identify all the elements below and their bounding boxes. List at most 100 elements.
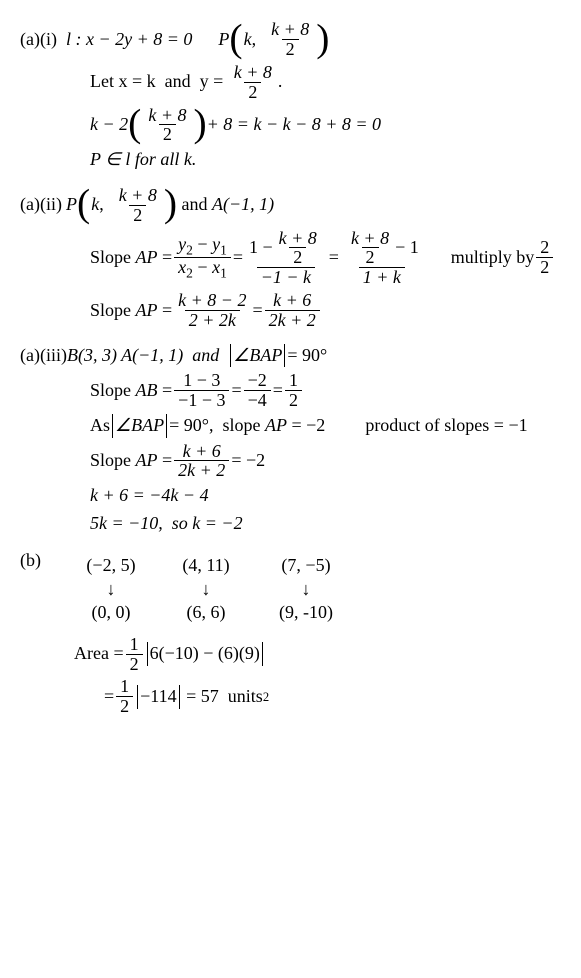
frac-num: k + 8 [115, 186, 161, 205]
angle-text: ∠BAP [115, 414, 164, 437]
slope-ap-line1: Slope AP = y2 − y1 x2 − x1 = 1 − k + 8 2… [90, 229, 561, 288]
frac-num: 1 [116, 677, 133, 696]
abs-inner: 6(−10) − (6)(9) [150, 642, 260, 665]
area-lhs: Area = [74, 642, 124, 665]
abs1: 6(−10) − (6)(9) [145, 642, 265, 665]
conclusion-a-i: P ∈ l for all k. [90, 148, 561, 171]
slope-ap-eqn: Slope AP = k + 6 2k + 2 = −2 [90, 442, 561, 481]
as-post: = 90°, slope AP = −2 [169, 414, 325, 437]
frac-num: k + 6 [179, 442, 225, 461]
inner-frac: k + 8 2 [275, 229, 321, 268]
frac-den: 2 [116, 696, 133, 716]
frac-den: −4 [244, 390, 271, 410]
half-frac2: 1 2 [116, 677, 133, 716]
frac-num: k + 8 [230, 63, 276, 82]
slope-mid: 1 − k + 8 2 −1 − k [245, 229, 327, 288]
slope-ap-line2: Slope AP = k + 8 − 2 2 + 2k = k + 6 2k +… [90, 291, 561, 330]
area-result: = 57 units [182, 685, 263, 708]
calc-lhs: k − 2 [90, 113, 128, 136]
frac-den: 1 + k [359, 267, 405, 287]
part-a-iii-header: (a)(iii) B(3, 3) A(−1, 1) and ∠BAP = 90° [20, 344, 561, 367]
frac-den: −1 − k [257, 267, 315, 287]
frac-num: k + 8 [267, 20, 313, 39]
slope-generic: y2 − y1 x2 − x1 [174, 235, 231, 282]
part-a-i-header: (a)(i) l : x − 2y + 8 = 0 P k, k + 8 2 [20, 20, 561, 59]
eq1: = [233, 246, 243, 269]
arrow-icon: ↓ [66, 578, 156, 601]
sab-f1: 1 − 3 −1 − 3 [174, 371, 229, 410]
q1: (0, 0) [66, 601, 156, 624]
label-a-i: (a)(i) [20, 28, 66, 51]
frac-l2b: k + 6 2k + 2 [265, 291, 320, 330]
frac-num: 1 [285, 371, 302, 390]
line-eqn: l : x − 2y + 8 = 0 [66, 28, 192, 51]
frac-den: 2 [244, 82, 261, 102]
abs2: −114 [135, 685, 181, 708]
sap-rhs: = −2 [231, 449, 265, 472]
slope-ab-line: Slope AB = 1 − 3 −1 − 3 = −2 −4 = 1 2 [90, 371, 561, 410]
half-frac: 1 2 [126, 635, 143, 674]
multiply-text: multiply by [451, 246, 535, 269]
eq3: = [252, 299, 262, 322]
frac-den: 2 [126, 654, 143, 674]
slope-rhs: k + 8 2 − 1 1 + k [341, 229, 423, 288]
arrow-icon: ↓ [156, 578, 256, 601]
frac-num: y2 − y1 [174, 235, 231, 258]
P2-coords: k, k + 8 2 [77, 186, 177, 225]
frac-num: k + 8 2 − 1 [341, 229, 423, 268]
frac-num: k + 8 − 2 [174, 291, 250, 310]
let-line: Let x = k and y = k + 8 2 . [90, 63, 561, 102]
slope-lhs: Slope AP = [90, 246, 172, 269]
frac-den: 2 + 2k [185, 310, 240, 330]
frac-num: 1 − 3 [179, 371, 224, 390]
P-k: k [91, 193, 99, 216]
frac-den: −1 − 3 [174, 390, 229, 410]
slope-ap-lhs: Slope AP = [90, 449, 172, 472]
frac-num: k + 6 [269, 291, 315, 310]
sap-frac: k + 6 2k + 2 [174, 442, 229, 481]
p1: (−2, 5) [66, 554, 156, 577]
as-pre: As [90, 414, 110, 437]
mult-frac: 2 2 [536, 238, 553, 277]
P2-frac: k + 8 2 [115, 186, 161, 225]
part-a-ii-header: (a)(ii) P k, k + 8 2 and A(−1, 1) [20, 186, 561, 225]
P-frac: k + 8 2 [267, 20, 313, 59]
frac-num: −2 [244, 371, 271, 390]
points-row1: (−2, 5) (4, 11) (7, −5) [66, 554, 561, 577]
frac-den: 2 [285, 390, 302, 410]
eq-sign: = [104, 685, 114, 708]
eq: = [273, 379, 283, 402]
label-a-iii: (a)(iii) [20, 344, 67, 367]
slope-ab-lhs: Slope AB = [90, 379, 172, 402]
q2: (6, 6) [156, 601, 256, 624]
product-text: product of slopes = −1 [365, 414, 527, 437]
arrows-row: ↓ ↓ ↓ [66, 578, 561, 601]
angle-text: ∠BAP [233, 344, 282, 367]
calc-paren: k + 8 2 [128, 106, 207, 145]
frac-den: 2 [129, 205, 146, 225]
points-row2: (0, 0) (6, 6) (9, -10) [66, 601, 561, 624]
and-text: and [177, 193, 212, 216]
calc-frac: k + 8 2 [144, 106, 190, 145]
slope-lhs2: Slope AP = [90, 299, 172, 322]
frac-den: x2 − x1 [174, 257, 231, 281]
frac-den: 2k + 2 [174, 460, 229, 480]
abs-inner2: −114 [140, 685, 176, 708]
P2-letter: P [66, 193, 77, 216]
area-line2: = 1 2 −114 = 57 units2 [104, 677, 561, 716]
squared: 2 [263, 689, 269, 705]
eq2: = [329, 246, 339, 269]
p3: (7, −5) [256, 554, 356, 577]
conclusion-text: P ∈ l for all k. [90, 148, 196, 171]
calc-line: k − 2 k + 8 2 + 8 = k − k − 8 + 8 = 0 [90, 106, 561, 145]
let-frac: k + 8 2 [230, 63, 276, 102]
frac-l2a: k + 8 − 2 2 + 2k [174, 291, 250, 330]
eq90: = 90° [287, 344, 327, 367]
step2: 5k = −10, so k = −2 [90, 512, 561, 535]
arrow-icon: ↓ [256, 578, 356, 601]
frac-num: 1 [126, 635, 143, 654]
period: . [278, 70, 283, 93]
frac-den: 2 [536, 257, 553, 277]
P-letter: P [218, 28, 229, 51]
step2-text: 5k = −10, so k = −2 [90, 512, 243, 535]
